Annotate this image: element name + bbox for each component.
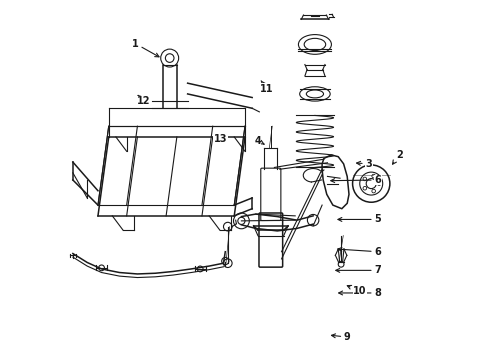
Text: 9: 9 xyxy=(331,332,350,342)
Text: 10: 10 xyxy=(347,285,367,296)
Text: 2: 2 xyxy=(392,150,403,164)
Text: 8: 8 xyxy=(339,288,381,298)
Text: 13: 13 xyxy=(214,134,227,144)
Text: 6: 6 xyxy=(338,247,381,257)
Text: 4: 4 xyxy=(254,136,264,145)
Text: 5: 5 xyxy=(338,215,381,224)
Text: 3: 3 xyxy=(357,159,372,169)
Text: 11: 11 xyxy=(260,81,273,94)
Text: 12: 12 xyxy=(137,95,150,106)
Text: 7: 7 xyxy=(336,265,381,275)
Text: 1: 1 xyxy=(132,39,159,57)
Text: 6: 6 xyxy=(331,175,381,185)
